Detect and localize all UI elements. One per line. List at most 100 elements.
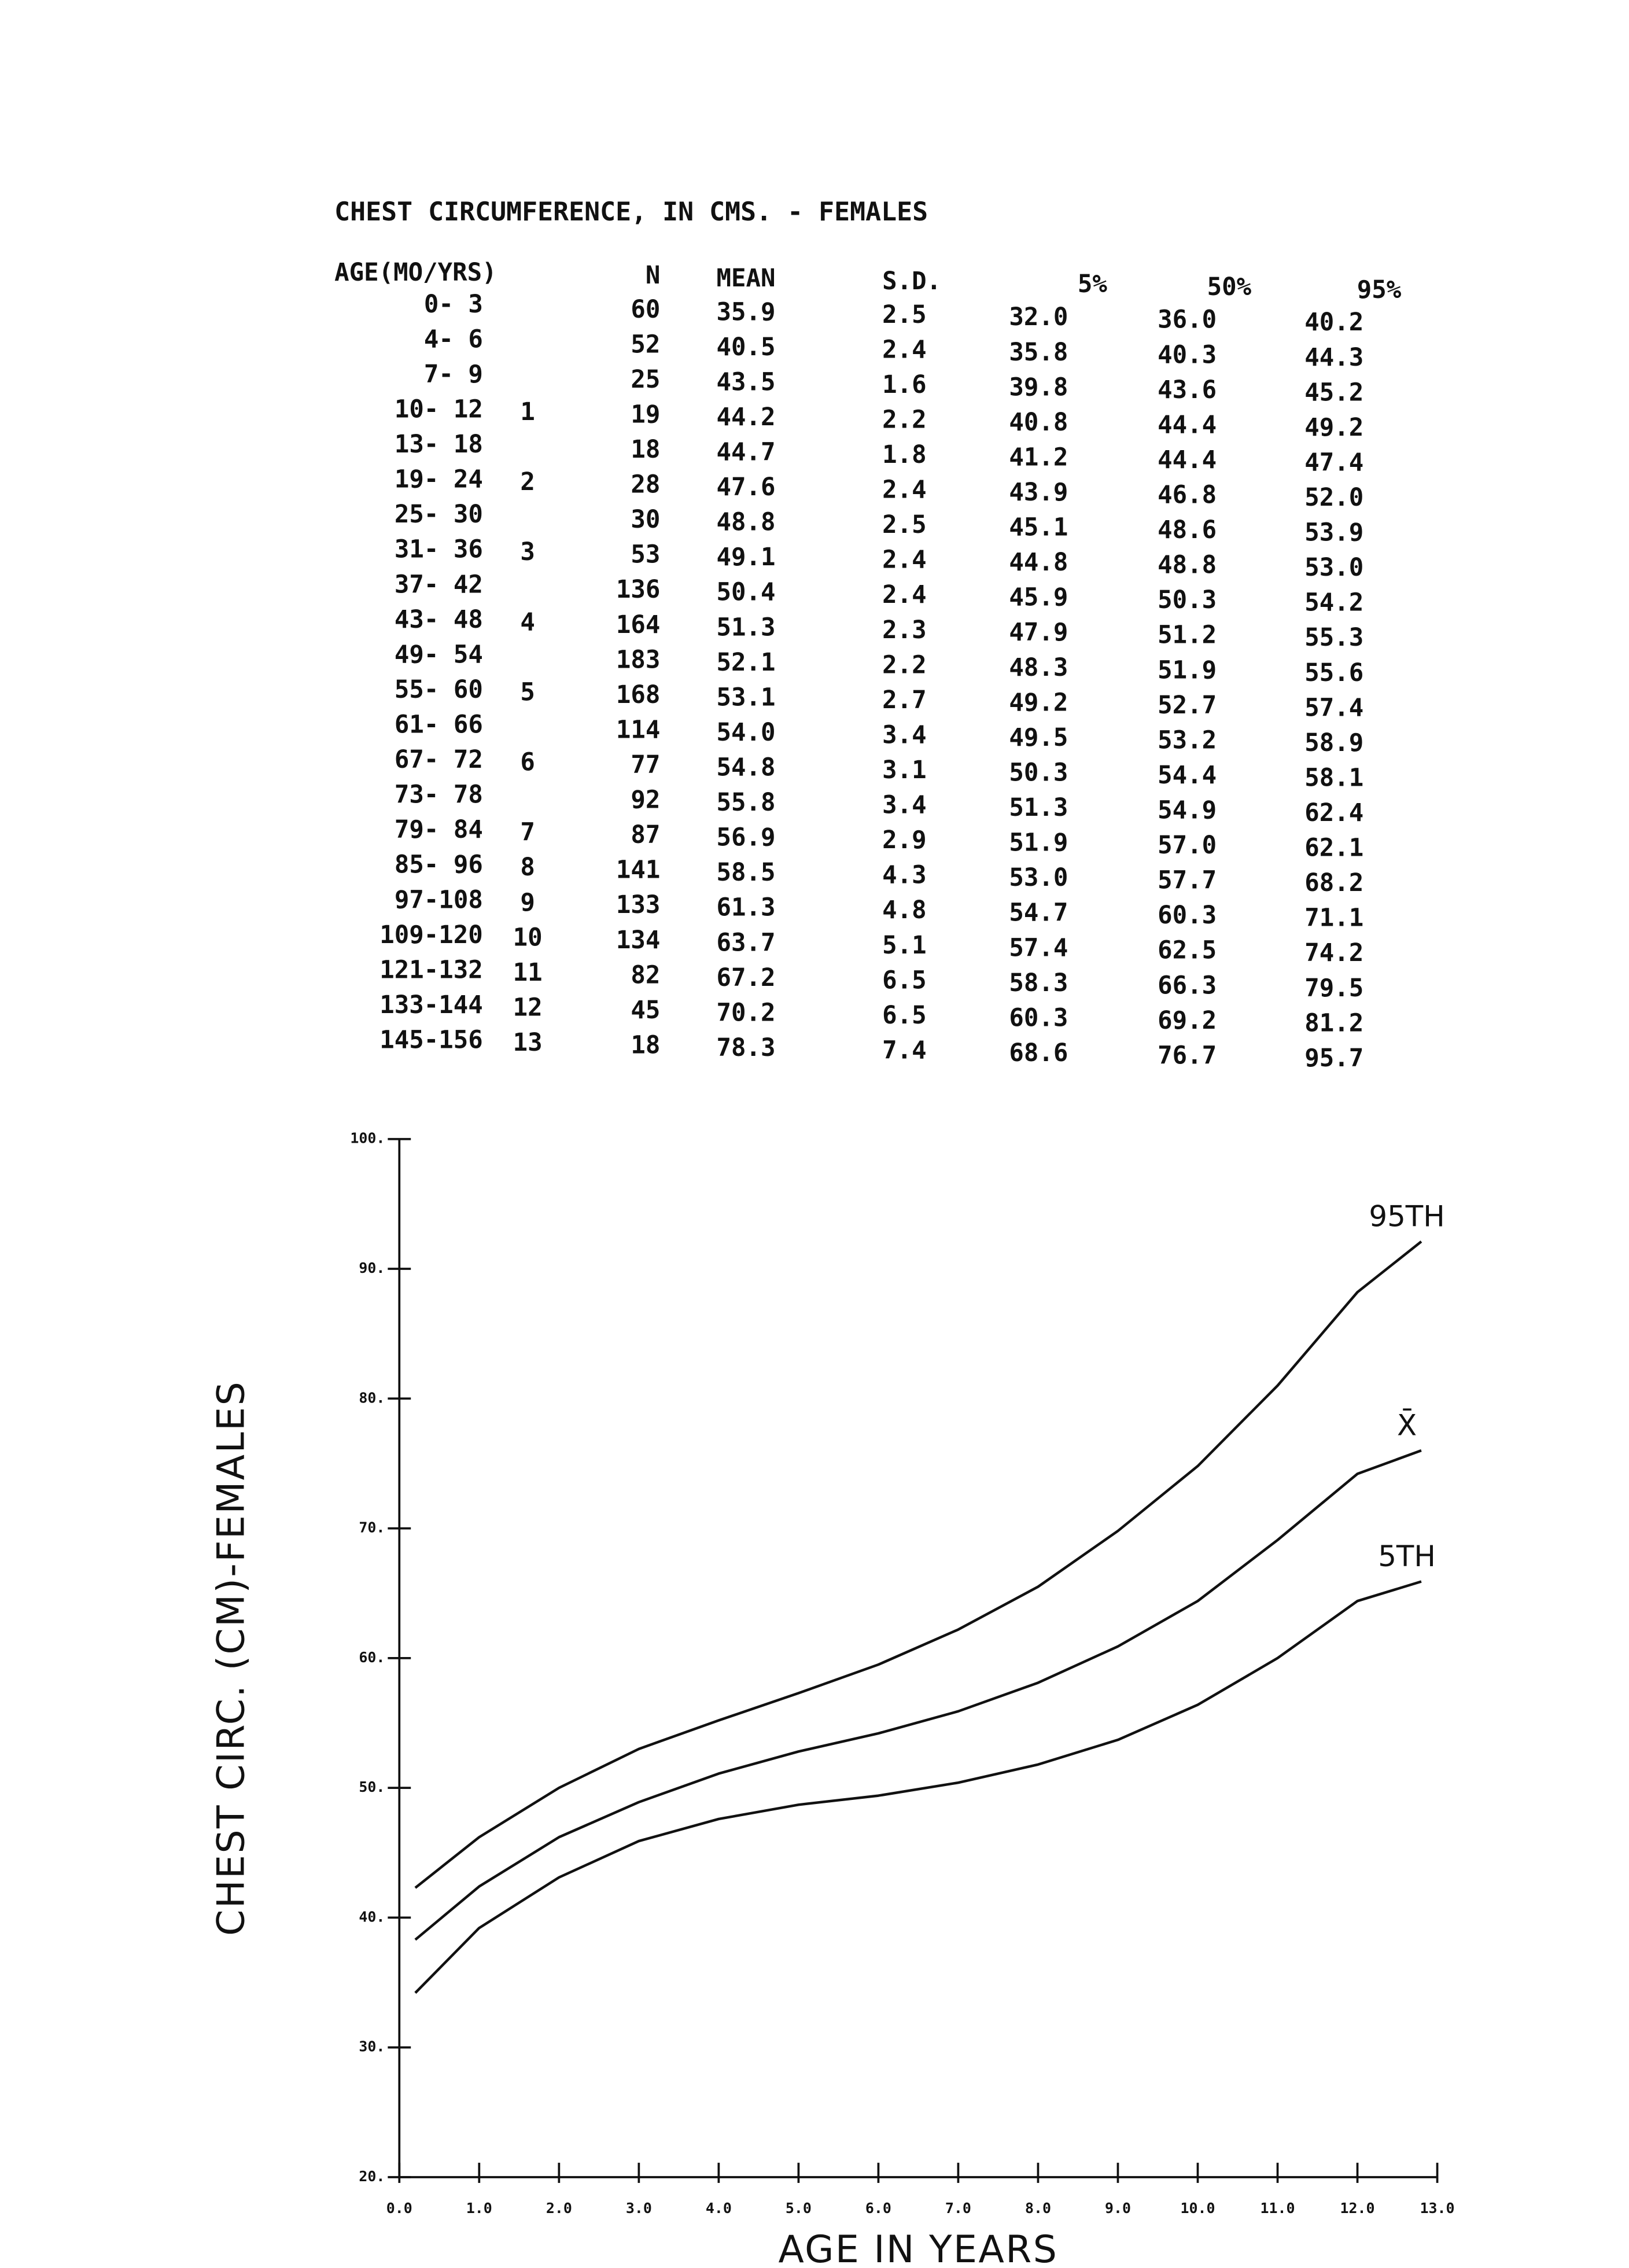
x-tick-label: 5.0 [786, 2200, 812, 2217]
table-cell: 62.1 [1304, 834, 1363, 862]
table-cell: 45.9 [1009, 583, 1068, 612]
table-cell: 55.3 [1304, 623, 1363, 651]
table-cell: 97-108 [395, 885, 483, 914]
table-cell: 41.2 [1009, 443, 1068, 471]
table-cell: 2.4 [882, 476, 927, 504]
table-cell: 53.0 [1304, 553, 1363, 581]
table-cell: 54.8 [717, 753, 776, 782]
table-cell: 67.2 [717, 963, 776, 992]
table-cell: 109-120 [379, 921, 483, 949]
y-axis-label: CHEST CIRC. (CM)-FEMALES [209, 1380, 253, 1936]
table-cell: 69.2 [1158, 1006, 1217, 1034]
table-cell: 2.5 [882, 510, 927, 539]
table-cell: 2 [520, 467, 535, 496]
y-tick-label: 70. [359, 1519, 385, 1536]
y-tick-label: 80. [359, 1389, 385, 1406]
table-cell: 7- 9 [424, 360, 483, 388]
table-cell: 2.9 [882, 826, 927, 854]
table-cell: 44.4 [1158, 446, 1217, 474]
table-cell: 25- 30 [395, 500, 483, 528]
x-tick-label: 0.0 [386, 2200, 412, 2217]
table-cell: 58.5 [717, 858, 776, 886]
table-cell: 57.4 [1304, 693, 1363, 721]
table-cell: 43- 48 [395, 605, 483, 634]
y-tick-label: 20. [359, 2168, 385, 2185]
table-cell: 4- 6 [424, 325, 483, 353]
table-cell: 49.2 [1009, 688, 1068, 716]
table-cell: 4.8 [882, 896, 927, 924]
column-header: S.D. [882, 267, 941, 295]
column-header: N [646, 261, 661, 289]
table-cell: 56.9 [717, 823, 776, 852]
table-cell: 54.2 [1304, 588, 1363, 617]
table-cell: 67- 72 [395, 745, 483, 774]
table-cell: 52.0 [1304, 483, 1363, 511]
table-cell: 44.2 [717, 403, 776, 431]
table-cell: 2.7 [882, 686, 927, 714]
table-cell: 39.8 [1009, 373, 1068, 401]
table-cell: 168 [616, 680, 661, 709]
table-cell: 45.2 [1304, 378, 1363, 406]
table-cell: 10- 12 [395, 395, 483, 423]
table-cell: 48.8 [717, 508, 776, 536]
table-cell: 60.3 [1158, 901, 1217, 929]
y-tick-label: 30. [359, 2038, 385, 2055]
table-cell: 43.9 [1009, 478, 1068, 506]
column-header: AGE(MO/YRS) [334, 258, 497, 286]
table-cell: 49- 54 [395, 640, 483, 668]
table-cell: 87 [631, 820, 660, 849]
table-cell: 2.2 [882, 650, 927, 679]
table-cell: 58.3 [1009, 969, 1068, 997]
table-cell: 3.4 [882, 720, 927, 749]
table-cell: 36.0 [1158, 305, 1217, 334]
table-cell: 73- 78 [395, 780, 483, 809]
table-cell: 164 [616, 610, 661, 639]
y-tick-label: 100. [350, 1130, 385, 1147]
x-tick-label: 8.0 [1025, 2200, 1051, 2217]
column-header: 50% [1207, 273, 1252, 301]
table-cell: 62.5 [1158, 936, 1217, 964]
table-cell: 18 [631, 1030, 660, 1059]
table-cell: 54.0 [717, 718, 776, 746]
table-cell: 5.1 [882, 931, 927, 959]
table-cell: 141 [616, 856, 661, 884]
table-cell: 77 [631, 750, 660, 779]
table-cell: 45.1 [1009, 513, 1068, 542]
table-cell: 85- 96 [395, 851, 483, 879]
table-cell: 53.9 [1304, 518, 1363, 547]
table-cell: 25 [631, 365, 660, 393]
table-cell: 44.3 [1304, 343, 1363, 371]
table-cell: 183 [616, 645, 661, 673]
table-cell: 40.2 [1304, 308, 1363, 336]
table-cell: 32.0 [1009, 303, 1068, 331]
table-cell: 40.8 [1009, 408, 1068, 436]
x-tick-label: 10.0 [1181, 2200, 1215, 2217]
line-series [414, 1580, 1422, 1994]
table-cell: 2.4 [882, 335, 927, 363]
table-cell: 6 [520, 748, 535, 776]
table-cell: 62.4 [1304, 798, 1363, 827]
table-cell: 7.4 [882, 1036, 927, 1064]
table-cell: 63.7 [717, 928, 776, 956]
table-cell: 50.3 [1009, 758, 1068, 786]
table-cell: 78.3 [717, 1033, 776, 1062]
y-tick-label: 90. [359, 1260, 385, 1276]
table-cell: 49.2 [1304, 413, 1363, 441]
table-cell: 2.2 [882, 405, 927, 433]
table-cell: 47.6 [717, 473, 776, 501]
table-cell: 82 [631, 960, 660, 989]
table-cell: 35.8 [1009, 338, 1068, 366]
table-cell: 4 [520, 608, 535, 636]
table-cell: 95.7 [1304, 1044, 1363, 1072]
table-cell: 51.2 [1158, 621, 1217, 649]
x-tick-label: 2.0 [546, 2200, 572, 2217]
x-tick-label: 6.0 [865, 2200, 891, 2217]
table-cell: 13 [513, 1028, 543, 1056]
table-cell: 53.1 [717, 683, 776, 711]
table-cell: 0- 3 [424, 290, 483, 318]
table-cell: 133 [616, 890, 661, 919]
table-cell: 51.9 [1009, 829, 1068, 857]
table-cell: 19- 24 [395, 465, 483, 494]
